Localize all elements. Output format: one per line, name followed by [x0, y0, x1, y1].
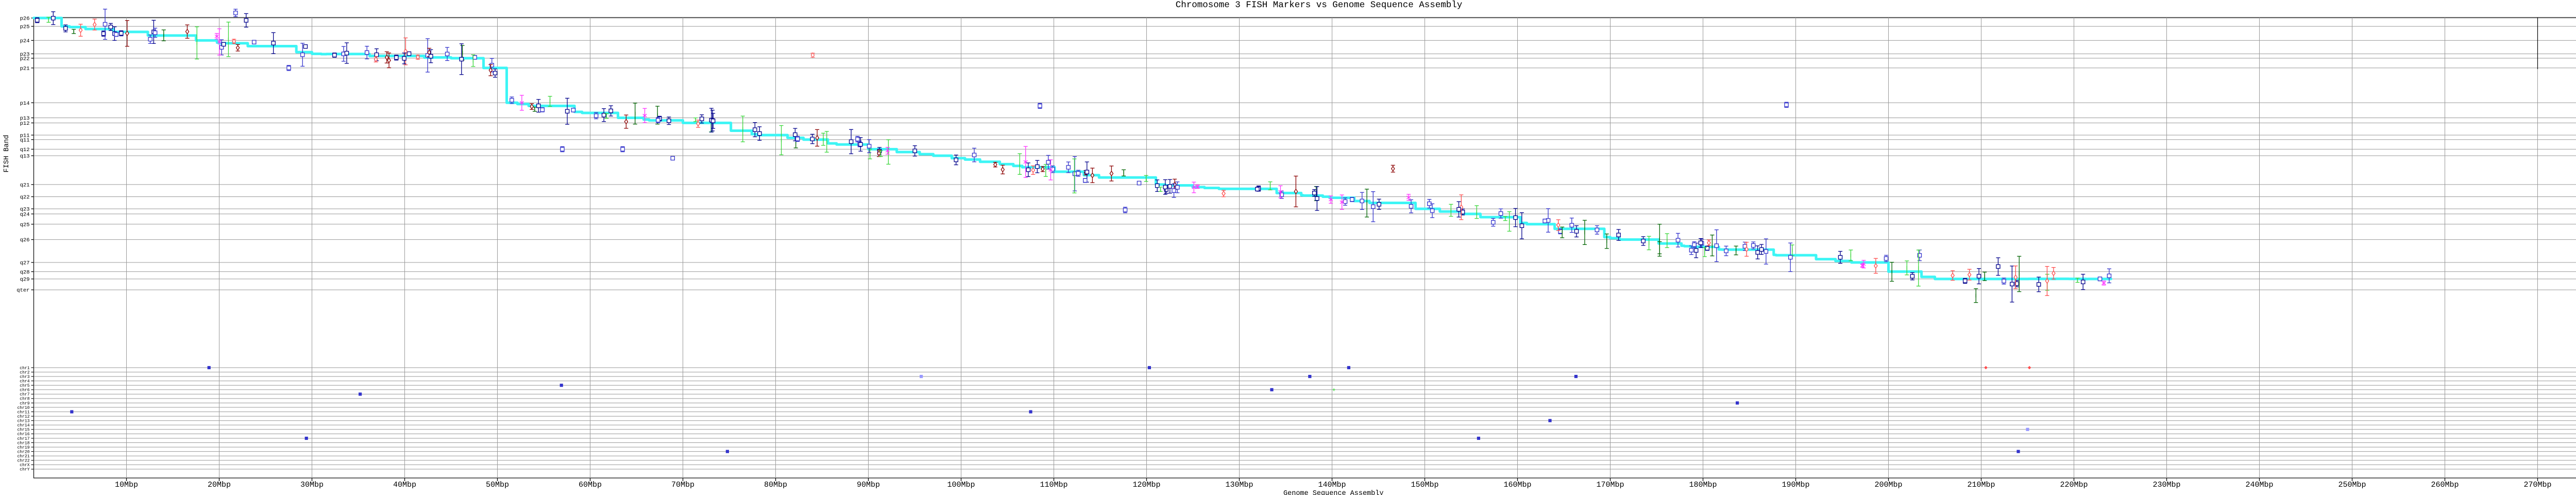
svg-text:q24: q24: [20, 212, 30, 218]
svg-text:40Mbp: 40Mbp: [393, 481, 416, 489]
svg-text:50Mbp: 50Mbp: [486, 481, 509, 489]
svg-text:230Mbp: 230Mbp: [2153, 481, 2180, 489]
svg-text:100Mbp: 100Mbp: [947, 481, 975, 489]
svg-text:q27: q27: [20, 260, 30, 267]
svg-text:Genome Sequence Assembly: Genome Sequence Assembly: [1283, 490, 1383, 495]
svg-text:260Mbp: 260Mbp: [2431, 481, 2459, 489]
svg-text:q11: q11: [20, 137, 30, 143]
svg-text:90Mbp: 90Mbp: [857, 481, 880, 489]
svg-text:220Mbp: 220Mbp: [2060, 481, 2088, 489]
svg-text:q28: q28: [20, 269, 30, 275]
svg-text:240Mbp: 240Mbp: [2245, 481, 2273, 489]
svg-text:210Mbp: 210Mbp: [1967, 481, 1995, 489]
svg-text:q13: q13: [20, 154, 30, 160]
svg-text:30Mbp: 30Mbp: [300, 481, 324, 489]
svg-text:10Mbp: 10Mbp: [115, 481, 138, 489]
svg-text:q22: q22: [20, 194, 30, 201]
svg-text:q25: q25: [20, 222, 30, 228]
svg-text:130Mbp: 130Mbp: [1225, 481, 1253, 489]
svg-text:p12: p12: [20, 121, 30, 127]
svg-text:270Mbp: 270Mbp: [2523, 481, 2551, 489]
svg-text:p22: p22: [20, 56, 30, 62]
svg-text:p24: p24: [20, 38, 30, 44]
svg-text:170Mbp: 170Mbp: [1596, 481, 1624, 489]
svg-text:q21: q21: [20, 183, 30, 189]
svg-text:Chromosome 3 FISH Markers vs G: Chromosome 3 FISH Markers vs Genome Sequ…: [1176, 0, 1463, 10]
svg-text:p25: p25: [20, 24, 30, 30]
svg-text:80Mbp: 80Mbp: [764, 481, 787, 489]
svg-text:70Mbp: 70Mbp: [671, 481, 694, 489]
svg-text:250Mbp: 250Mbp: [2338, 481, 2366, 489]
svg-text:180Mbp: 180Mbp: [1689, 481, 1717, 489]
svg-text:200Mbp: 200Mbp: [1874, 481, 1902, 489]
svg-text:20Mbp: 20Mbp: [208, 481, 231, 489]
svg-text:120Mbp: 120Mbp: [1132, 481, 1160, 489]
svg-text:q26: q26: [20, 237, 30, 243]
svg-text:q12: q12: [20, 147, 30, 153]
svg-text:q29: q29: [20, 277, 30, 283]
svg-text:60Mbp: 60Mbp: [579, 481, 602, 489]
svg-text:190Mbp: 190Mbp: [1782, 481, 1809, 489]
svg-text:p14: p14: [20, 101, 30, 107]
svg-text:150Mbp: 150Mbp: [1411, 481, 1438, 489]
svg-text:chrY: chrY: [20, 468, 29, 472]
svg-text:qter: qter: [16, 288, 29, 294]
svg-text:FISH Band: FISH Band: [3, 135, 11, 173]
svg-text:110Mbp: 110Mbp: [1040, 481, 1067, 489]
svg-text:140Mbp: 140Mbp: [1318, 481, 1346, 489]
svg-text:p26: p26: [20, 16, 30, 22]
svg-text:p21: p21: [20, 65, 30, 72]
svg-text:160Mbp: 160Mbp: [1503, 481, 1531, 489]
